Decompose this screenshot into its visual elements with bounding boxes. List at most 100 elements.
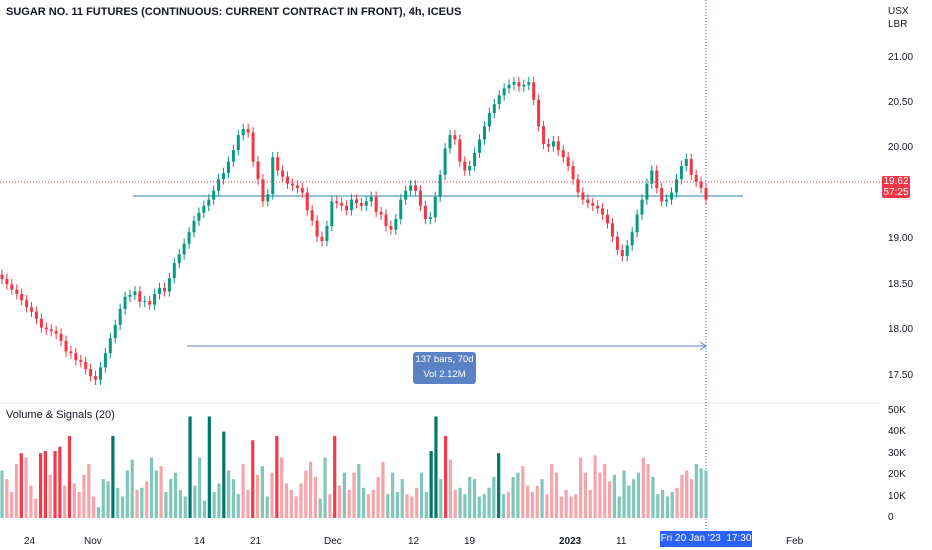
candle-body [527,82,531,85]
volume-bar [588,489,592,518]
volume-bar [255,474,260,518]
volume-bar [704,470,708,518]
volume-bar [347,489,351,518]
volume-bar [24,457,28,518]
volume-bar [38,453,43,518]
time-tick: 24 [24,536,36,547]
volume-bar [63,485,67,518]
volume-bar [135,489,139,518]
candle-body [689,158,693,175]
volume-bar [680,474,684,518]
range-bars-label: 137 bars, 70d [415,354,474,365]
candle-body [217,179,221,191]
volume-bar [34,498,38,518]
volume-bar [381,461,385,518]
symbol-title: SUGAR NO. 11 FUTURES (CONTINUOUS: CURREN… [6,6,462,18]
volume-bar [130,459,134,518]
date-range-info: 137 bars, 70d Vol 2.12M [413,352,476,384]
candle-body [84,362,88,370]
time-tick: 14 [194,536,206,547]
candle-body [601,208,605,215]
volume-bar [299,483,303,518]
volume-bar [67,435,72,518]
volume-bar [429,451,433,518]
volume-bar [689,479,694,518]
volume-bar [482,494,486,518]
volume-bar [164,492,168,518]
volume-bar [159,466,163,518]
candle-body [44,327,48,330]
candle-body [310,210,314,221]
volume-bar [405,494,409,518]
candle-body [315,220,319,237]
volume-bar [540,479,544,518]
candle-body [566,157,570,167]
volume-pane-title[interactable]: Volume & Signals (20) [6,409,115,421]
volume-bar [43,451,47,518]
volume-tick: 20K [888,469,906,480]
price-tick: 18.00 [888,324,914,335]
time-tick: 21 [250,536,262,547]
volume-bar [140,487,144,518]
price-tick: 18.50 [888,279,914,290]
candle-body [335,201,339,204]
volume-bar [583,472,588,518]
candle-body [423,205,427,219]
candle-body [482,126,486,140]
candle-body [409,185,413,191]
candle-body [438,174,442,197]
volume-bar [236,494,240,518]
time-tick: Feb [786,536,804,547]
candle-body [478,139,482,153]
volume-bar [525,485,530,518]
candle-body [428,217,432,219]
candle-body [177,254,181,264]
volume-bar [521,466,525,518]
volume-bar [14,464,19,518]
volume-bar [96,507,101,518]
volume-bar [246,489,250,518]
volume-tick: 30K [888,448,906,459]
volume-bar [294,496,298,518]
volume-bar [530,492,535,518]
candle-body [295,185,299,189]
candle-body [94,376,98,380]
volume-bar [574,494,578,518]
volume-bar [612,474,616,518]
volume-bar [198,457,202,518]
volume-bar [569,496,573,518]
candle-body [212,190,216,200]
volume-bar [342,472,346,518]
candle-body [433,196,437,218]
volume-bar [173,472,178,518]
candle-body [694,174,698,182]
candle-body [615,236,619,250]
volume-bar [675,487,679,518]
candle-body [359,203,363,206]
volume-bar [82,474,86,518]
volume-bar [699,468,703,518]
candle-body [517,82,521,87]
volume-bar [419,472,424,518]
volume-bar [694,464,698,518]
volume-bar [535,485,539,518]
volume-bar [53,451,57,518]
candle-body [148,301,152,305]
volume-bar [275,435,279,518]
time-tick: 2023 [559,536,582,547]
volume-bar [501,494,506,518]
time-tick: 19 [464,536,476,547]
price-tick: 20.00 [888,142,914,153]
candle-body [207,199,211,206]
volume-bar [183,496,187,518]
volume-bar [92,496,96,518]
candle-body [394,219,398,230]
candle-body [537,99,541,127]
price-tick: 20.50 [888,97,914,108]
candle-body [384,214,388,227]
candle-body [443,148,447,175]
volume-bar [318,498,322,518]
volume-bar [289,489,293,518]
volume-bar [265,496,269,518]
